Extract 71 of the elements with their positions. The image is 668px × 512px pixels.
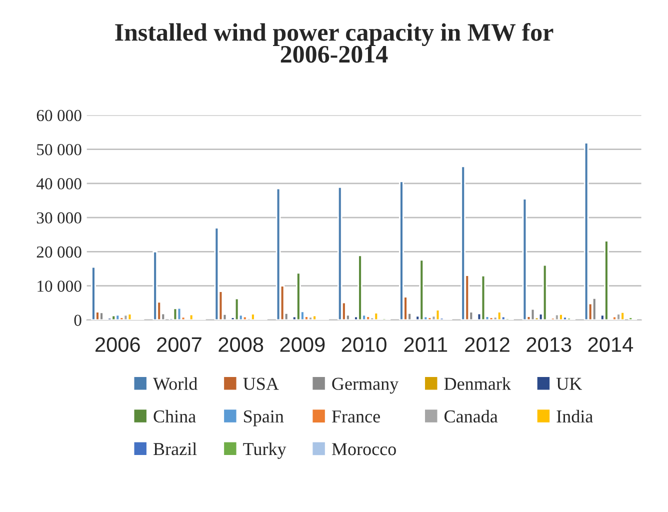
x-tick-label: 2006 bbox=[96, 337, 140, 352]
bar bbox=[296, 272, 301, 320]
x-tick-label: 2008 bbox=[218, 337, 264, 352]
bar bbox=[374, 312, 379, 320]
bar bbox=[480, 274, 486, 320]
bar bbox=[435, 309, 440, 320]
bar bbox=[522, 198, 528, 320]
legend-label: Denmark bbox=[444, 377, 511, 390]
legend-label: UK bbox=[556, 378, 582, 390]
x-tick-label: 2010 bbox=[342, 337, 386, 352]
y-tick-label: 60 000 bbox=[36, 110, 82, 122]
bar bbox=[91, 266, 96, 320]
bar bbox=[562, 316, 568, 320]
bar bbox=[123, 314, 128, 320]
bar bbox=[604, 240, 609, 320]
bar bbox=[616, 313, 621, 320]
y-tick-label: 10 000 bbox=[38, 280, 82, 292]
y-tick-label: 20 000 bbox=[36, 246, 82, 258]
bar bbox=[308, 316, 313, 320]
bar bbox=[558, 314, 564, 320]
legend-label: Canada bbox=[444, 410, 498, 423]
x-tick-label: 2007 bbox=[157, 337, 202, 352]
bar bbox=[496, 311, 502, 320]
legend-label: China bbox=[154, 410, 196, 423]
bar bbox=[358, 254, 362, 320]
bar bbox=[276, 188, 281, 320]
bar bbox=[419, 259, 424, 320]
legend-label: Turky bbox=[243, 442, 286, 459]
legend-label: Spain bbox=[244, 410, 284, 426]
legend-label: Morocco bbox=[332, 443, 396, 456]
bar bbox=[188, 314, 194, 320]
y-tick-label: 40 000 bbox=[36, 178, 82, 190]
legend-label: Germany bbox=[332, 378, 399, 394]
bar bbox=[427, 316, 432, 320]
bar bbox=[214, 227, 220, 320]
bar bbox=[542, 264, 548, 320]
legend-label: France bbox=[332, 410, 380, 423]
bar bbox=[115, 314, 120, 320]
bar bbox=[592, 297, 597, 320]
bar bbox=[628, 316, 634, 320]
x-tick-label: 2012 bbox=[465, 337, 510, 352]
x-tick-label: 2011 bbox=[404, 337, 448, 352]
y-tick-label: 0 bbox=[74, 314, 82, 326]
bar bbox=[250, 313, 256, 320]
bar bbox=[566, 317, 572, 320]
x-tick-label: 2014 bbox=[588, 337, 634, 352]
bar bbox=[488, 316, 494, 320]
legend-label: Brazil bbox=[154, 442, 197, 456]
chart-title: Installed wind power capacity in MW for 2006-2014 bbox=[115, 23, 554, 63]
bar bbox=[584, 142, 589, 320]
bar bbox=[399, 180, 404, 320]
y-tick-label: 50 000 bbox=[37, 144, 82, 156]
bar bbox=[242, 316, 248, 320]
bar bbox=[337, 186, 342, 320]
bar bbox=[312, 314, 317, 320]
bar bbox=[99, 312, 104, 320]
bar bbox=[234, 298, 240, 320]
bar bbox=[176, 307, 182, 320]
legend-label: USA bbox=[243, 378, 279, 390]
bar bbox=[152, 251, 158, 320]
bar bbox=[366, 316, 370, 320]
bar bbox=[620, 311, 625, 320]
bar bbox=[530, 308, 536, 320]
x-tick-label: 2009 bbox=[280, 337, 325, 352]
bar bbox=[127, 313, 132, 320]
x-tick-label: 2013 bbox=[526, 337, 572, 352]
legend-label: World bbox=[153, 377, 198, 390]
bar bbox=[119, 316, 124, 320]
legend-label: India bbox=[556, 410, 593, 423]
bar bbox=[460, 166, 466, 320]
y-tick-label: 30 000 bbox=[36, 212, 82, 224]
